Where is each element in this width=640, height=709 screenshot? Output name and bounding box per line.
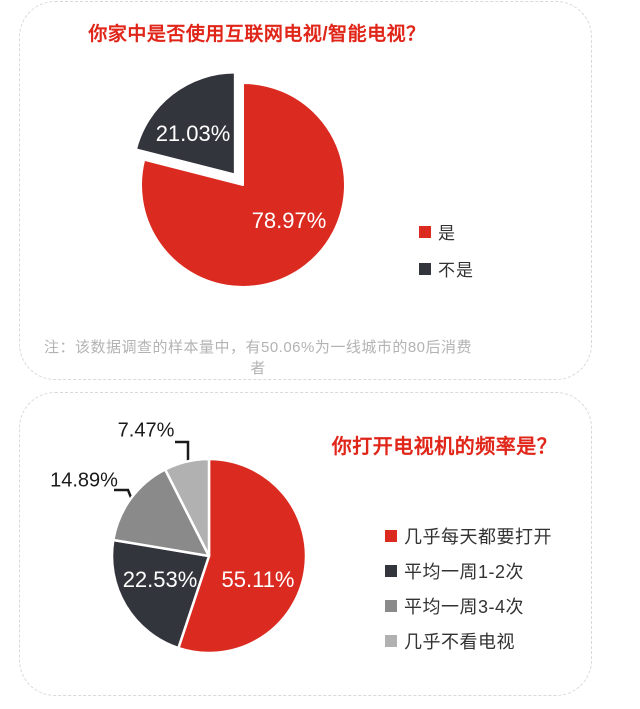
legend-label-1-2-times: 平均一周1-2次: [404, 562, 525, 582]
pie-chart-smart-tv: [135, 71, 346, 288]
pie2-slice-value-rarely: 7.47%: [117, 419, 175, 442]
pie-slice-0-1: [135, 71, 236, 176]
legend-swatch-no-icon: [419, 262, 431, 275]
legend-label-no: 不是: [438, 261, 474, 280]
legend-swatch-rarely-icon: [385, 635, 397, 647]
legend-item-rarely: 几乎不看电视: [385, 628, 552, 654]
legend-swatch-daily-icon: [385, 530, 397, 542]
legend-item-no: 不是: [419, 256, 474, 281]
legend-label-3-4-times: 平均一周3-4次: [404, 597, 525, 617]
legend-item-daily: 几乎每天都要打开: [385, 523, 552, 549]
pie-slice-1-3: [163, 457, 211, 558]
pie2-slice-value-3-4-times: 14.89%: [50, 469, 118, 492]
pie-chart-tv-frequency: [110, 440, 308, 655]
chart1-legend: 是 不是: [419, 219, 474, 281]
chart2-legend: 几乎每天都要打开 平均一周1-2次 平均一周3-4次 几乎不看电视: [385, 523, 552, 654]
legend-item-1-2-times: 平均一周1-2次: [385, 558, 552, 584]
legend-item-3-4-times: 平均一周3-4次: [385, 593, 552, 619]
survey-sample-note: 注：该数据调查的样本量中，有50.06%为一线城市的80后消费者: [43, 339, 473, 377]
pie1-slice-value-yes: 78.97%: [251, 208, 327, 233]
pie-slice-1-1: [110, 538, 211, 650]
panel-tv-frequency: 你打开电视机的频率是？ 55.11% 22.53% 14.89% 7.47% 几…: [19, 392, 592, 696]
legend-label-yes: 是: [438, 224, 456, 243]
leader-line-rarely: [175, 440, 190, 463]
legend-label-daily: 几乎每天都要打开: [404, 527, 552, 547]
legend-item-yes: 是: [419, 219, 474, 244]
legend-swatch-1-2-times-icon: [385, 565, 397, 577]
legend-swatch-3-4-times-icon: [385, 600, 397, 612]
pie-slice-1-0: [177, 457, 308, 655]
pie-slice-0-0: [140, 82, 346, 288]
pie-slice-1-2: [112, 468, 211, 558]
legend-label-rarely: 几乎不看电视: [404, 632, 515, 652]
pie1-slice-value-no: 21.03%: [155, 121, 231, 146]
panel-smart-tv-usage: 你家中是否使用互联网电视/智能电视？ 21.03% 78.97% 是 不是 注：…: [19, 1, 592, 380]
chart1-title: 你家中是否使用互联网电视/智能电视？: [88, 24, 426, 45]
legend-swatch-yes-icon: [419, 225, 431, 238]
pie2-slice-value-1-2-times: 22.53%: [122, 567, 198, 592]
chart2-title: 你打开电视机的频率是？: [331, 436, 558, 458]
leader-line-3-4-times: [114, 488, 134, 501]
pie2-slice-value-daily: 55.11%: [221, 567, 295, 592]
